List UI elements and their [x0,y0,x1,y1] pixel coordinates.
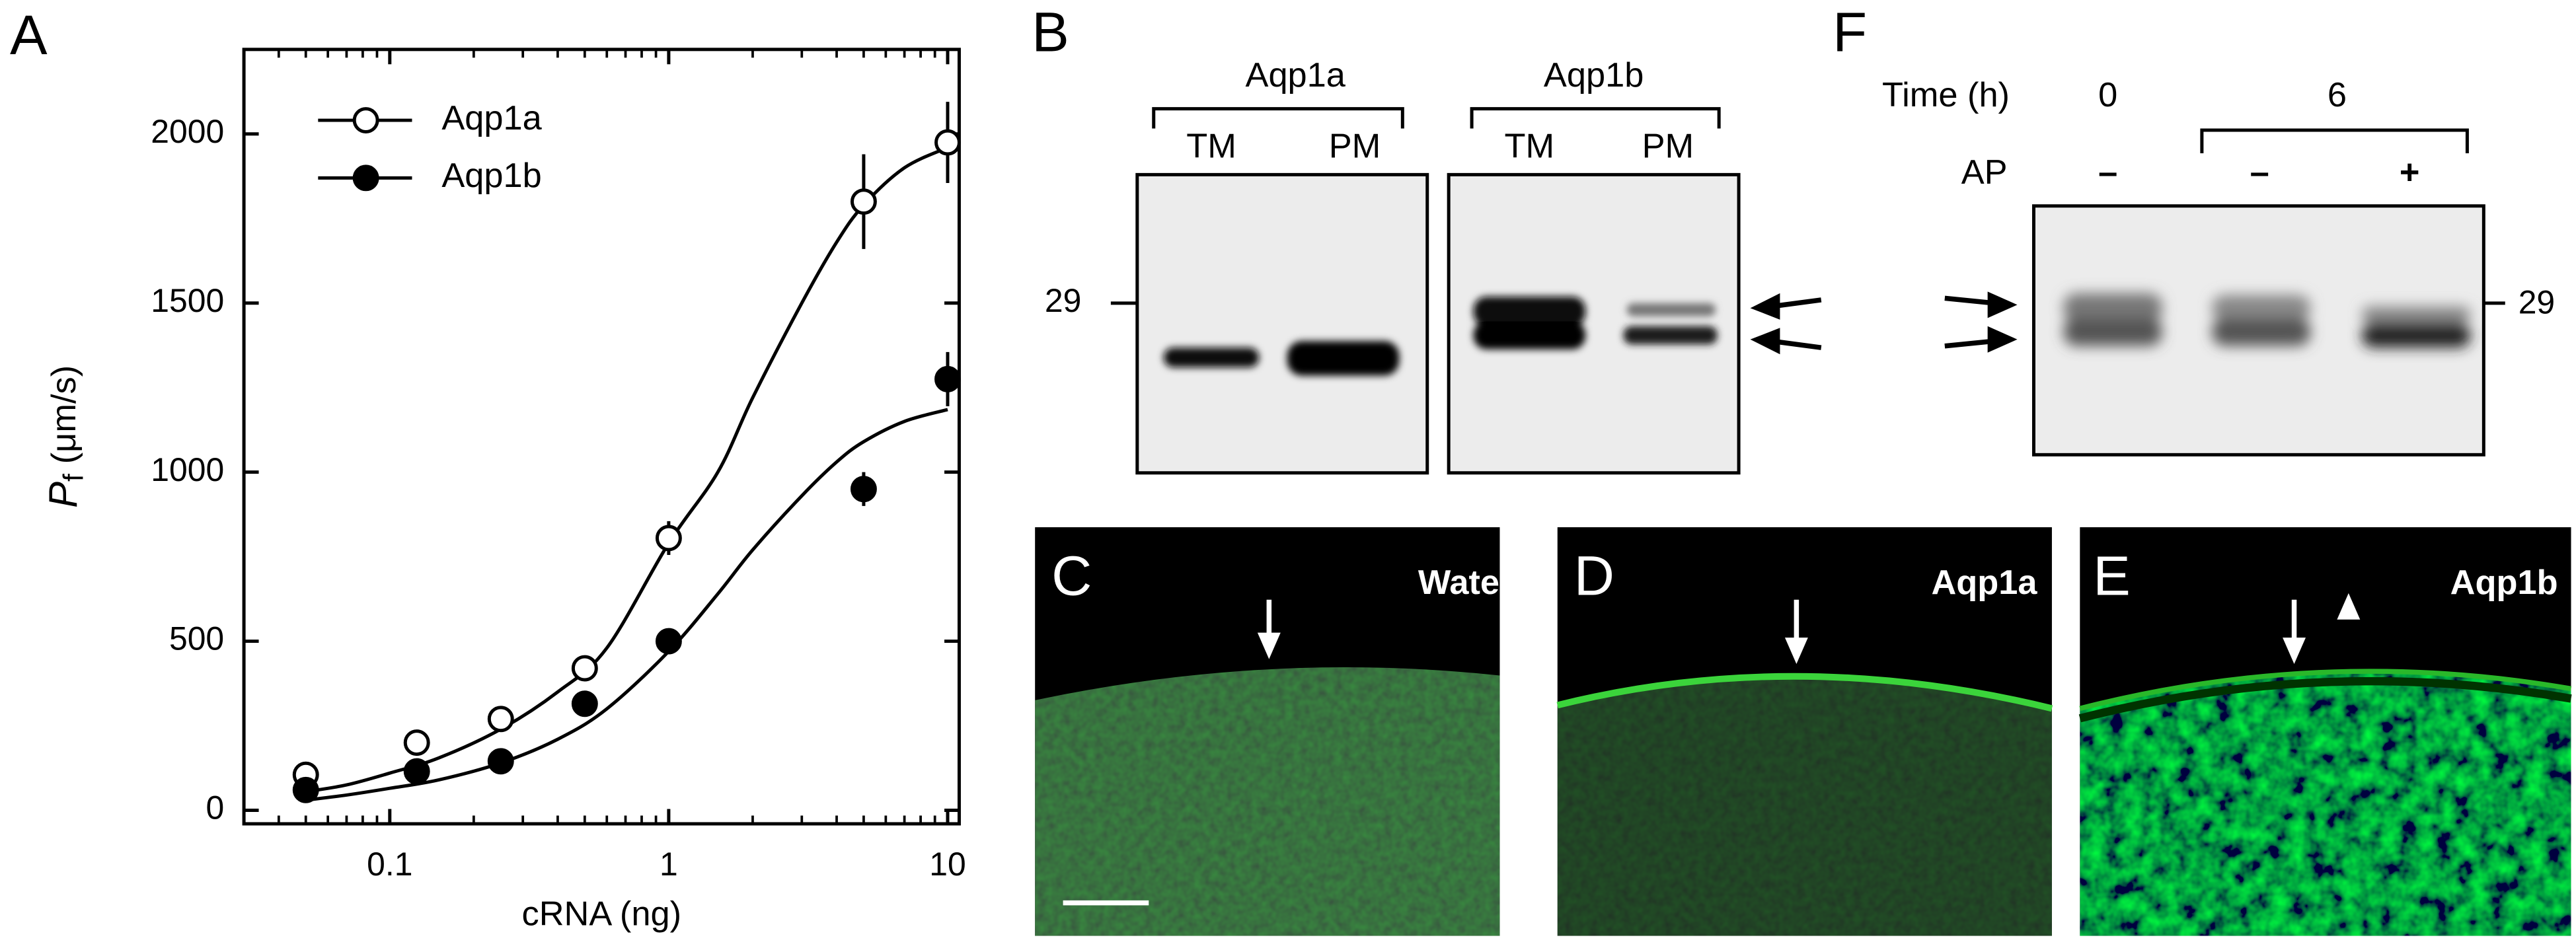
lane-label: PM [1329,127,1381,165]
y-axis-label: Pf (μm/s) [41,365,89,508]
legend-label: Aqp1a [441,99,542,137]
data-point [655,525,682,552]
row-value: – [2098,153,2117,192]
panel-label: E [2093,544,2131,606]
data-point [655,628,682,655]
x-tick-label: 10 [929,846,966,883]
row-value: + [2400,153,2420,192]
lane-label: TM [1186,127,1236,165]
bands [2063,293,2471,348]
y-tick-label: 2000 [151,113,224,150]
arrow [1784,599,1808,665]
y-tick-label: 500 [169,620,224,657]
data-point [403,729,430,756]
data-point [403,758,430,785]
fit-curve [305,408,948,802]
image-title: Water [1418,564,1513,602]
panel-label: D [1574,544,1614,606]
panel-label: B [1032,0,1069,63]
data-point [571,655,598,682]
arrow [1257,599,1281,659]
plot-area: 0.1 1 10 0 500 1000 1500 2000 Aqp1a Aqp1b [151,49,966,883]
row-value: – [2250,153,2269,192]
marker-label: 29 [1045,282,1081,319]
data-point [934,129,961,156]
arrowhead [2337,593,2361,620]
data-point [850,188,877,215]
marker-label: 29 [2519,284,2555,321]
arrows [1750,293,1822,355]
row-value: 0 [2098,76,2117,114]
y-label-subscript: f [58,474,89,482]
micrograph-texture [1035,667,1500,936]
data-point [934,365,961,392]
membrane-signal [2079,669,2572,712]
y-tick-label: 1500 [151,282,224,319]
group-label: Aqp1a [1246,56,1346,94]
y-label-symbol: P [41,482,85,508]
membrane-edge [2078,677,2572,723]
data-point [487,706,514,733]
row-value: 6 [2328,76,2347,114]
x-tick-label: 1 [660,846,678,883]
micrograph-texture [1557,676,2052,936]
membrane-signal [1556,673,2053,712]
image-title: Aqp1a [1931,564,2037,602]
data-point [292,776,319,803]
image-title: Aqp1b [2450,564,2558,602]
bracket [1470,107,1721,129]
row-label: AP [1961,153,2008,192]
data-point [850,476,877,503]
x-axis-label: cRNA (ng) [522,895,681,933]
y-tick-label: 0 [206,789,224,826]
data-point [487,748,514,775]
y-label-unit: (μm/s) [45,365,83,464]
fit-curve [305,145,949,793]
panel-label: C [1051,544,1092,606]
blot [1135,172,1429,475]
lane-label: PM [1642,127,1694,165]
micrograph-texture [2080,671,2571,936]
bracket [2200,128,2469,153]
bracket [1152,107,1404,129]
row-label: Time (h) [1882,76,2010,114]
x-tick-label: 0.1 [367,846,412,883]
y-tick-label: 1000 [151,451,224,488]
group-label: Aqp1b [1544,56,1644,94]
arrow [2283,599,2306,665]
data-point [571,690,598,717]
bands [1163,296,1718,376]
legend-marker [352,165,379,192]
legend-marker [352,107,379,134]
plot-frame [242,48,961,826]
legend-label: Aqp1b [441,157,541,195]
panel-label: F [1833,0,1867,63]
panel-label: A [10,3,48,66]
arrows [1944,291,2018,353]
lane-label: TM [1505,127,1555,165]
